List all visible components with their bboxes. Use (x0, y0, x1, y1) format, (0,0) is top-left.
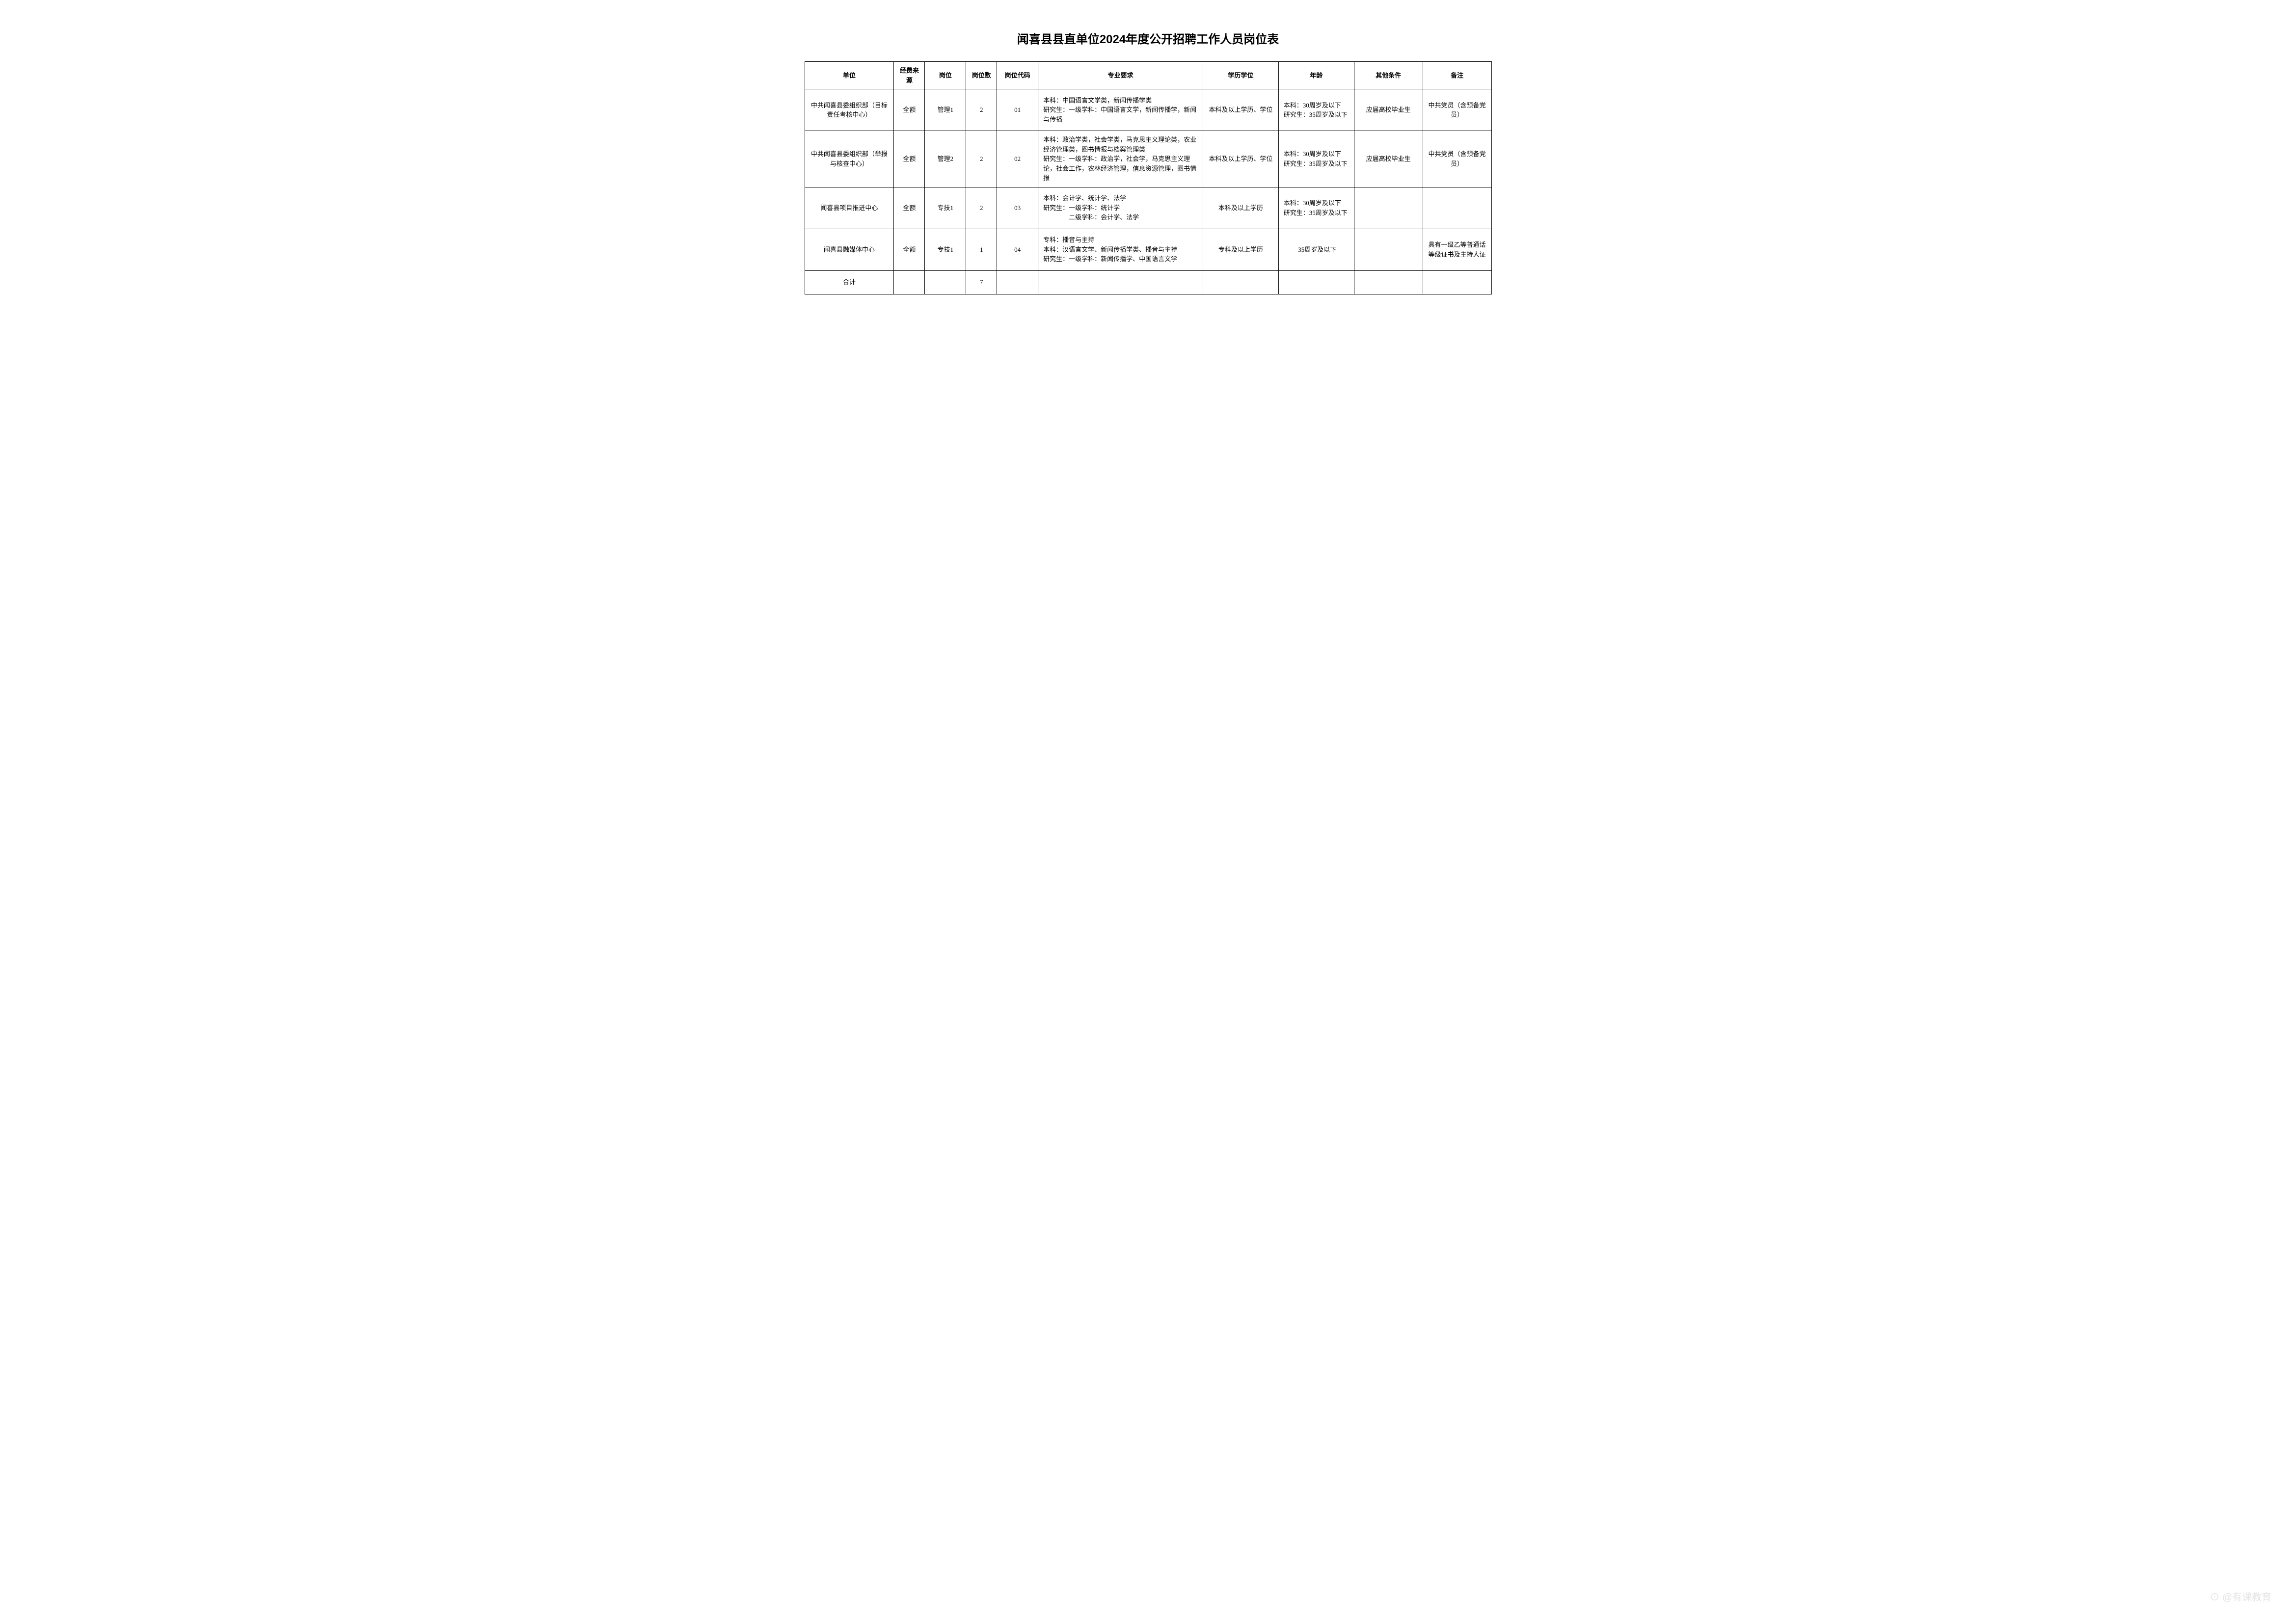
header-education: 学历学位 (1203, 62, 1278, 89)
total-cell-6 (1203, 270, 1278, 294)
cell-age: 本科：30周岁及以下 研究生：35周岁及以下 (1278, 131, 1354, 187)
cell-code: 03 (997, 187, 1038, 229)
cell-count: 2 (966, 131, 997, 187)
cell-other: 应届高校毕业生 (1354, 131, 1423, 187)
cell-position: 专技1 (925, 187, 966, 229)
header-count: 岗位数 (966, 62, 997, 89)
cell-funding: 全额 (894, 229, 925, 270)
header-notes: 备注 (1423, 62, 1491, 89)
total-cell-2 (925, 270, 966, 294)
cell-notes: 具有一级乙等普通话等级证书及主持人证 (1423, 229, 1491, 270)
header-unit: 单位 (805, 62, 894, 89)
cell-code: 01 (997, 89, 1038, 131)
total-cell-9 (1423, 270, 1491, 294)
cell-education: 本科及以上学历、学位 (1203, 89, 1278, 131)
cell-unit: 中共闻喜县委组织部（目标责任考核中心） (805, 89, 894, 131)
cell-funding: 全额 (894, 89, 925, 131)
recruitment-table: 单位 经费来源 岗位 岗位数 岗位代码 专业要求 学历学位 年龄 其他条件 备注… (805, 61, 1492, 294)
cell-unit: 闻喜县融媒体中心 (805, 229, 894, 270)
header-position: 岗位 (925, 62, 966, 89)
cell-notes: 中共党员（含预备党员） (1423, 131, 1491, 187)
cell-age: 本科：30周岁及以下 研究生：35周岁及以下 (1278, 187, 1354, 229)
watermark: ⊙ @有课教育 (2210, 1589, 2271, 1603)
total-cell-8 (1354, 270, 1423, 294)
cell-age: 35周岁及以下 (1278, 229, 1354, 270)
total-cell-3: 7 (966, 270, 997, 294)
cell-education: 专科及以上学历 (1203, 229, 1278, 270)
cell-code: 04 (997, 229, 1038, 270)
cell-funding: 全额 (894, 131, 925, 187)
page-title: 闻喜县县直单位2024年度公开招聘工作人员岗位表 (805, 29, 1492, 47)
table-row: 中共闻喜县委组织部（举报与核查中心）全额管理2202本科：政治学类，社会学类，马… (805, 131, 1491, 187)
table-row: 中共闻喜县委组织部（目标责任考核中心）全额管理1201本科：中国语言文学类，新闻… (805, 89, 1491, 131)
table-row: 闻喜县项目推进中心全额专技1203本科：会计学、统计学、法学 研究生：一级学科：… (805, 187, 1491, 229)
cell-major: 本科：政治学类，社会学类，马克思主义理论类，农业经济管理类，图书情报与档案管理类… (1038, 131, 1203, 187)
cell-education: 本科及以上学历 (1203, 187, 1278, 229)
cell-unit: 中共闻喜县委组织部（举报与核查中心） (805, 131, 894, 187)
cell-position: 管理2 (925, 131, 966, 187)
cell-funding: 全额 (894, 187, 925, 229)
cell-notes: 中共党员（含预备党员） (1423, 89, 1491, 131)
header-age: 年龄 (1278, 62, 1354, 89)
cell-age: 本科：30周岁及以下 研究生：35周岁及以下 (1278, 89, 1354, 131)
cell-major: 本科：会计学、统计学、法学 研究生：一级学科：统计学 二级学科：会计学、法学 (1038, 187, 1203, 229)
cell-major: 专科：播音与主持 本科：汉语言文学、新闻传播学类、播音与主持 研究生：一级学科：… (1038, 229, 1203, 270)
total-cell-0: 合计 (805, 270, 894, 294)
cell-major: 本科：中国语言文学类，新闻传播学类 研究生：一级学科：中国语言文学，新闻传播学，… (1038, 89, 1203, 131)
total-cell-4 (997, 270, 1038, 294)
cell-other: 应届高校毕业生 (1354, 89, 1423, 131)
cell-position: 专技1 (925, 229, 966, 270)
total-cell-7 (1278, 270, 1354, 294)
cell-count: 2 (966, 187, 997, 229)
cell-other (1354, 187, 1423, 229)
cell-count: 1 (966, 229, 997, 270)
cell-code: 02 (997, 131, 1038, 187)
cell-notes (1423, 187, 1491, 229)
header-funding: 经费来源 (894, 62, 925, 89)
total-cell-5 (1038, 270, 1203, 294)
cell-position: 管理1 (925, 89, 966, 131)
table-header-row: 单位 经费来源 岗位 岗位数 岗位代码 专业要求 学历学位 年龄 其他条件 备注 (805, 62, 1491, 89)
cell-other (1354, 229, 1423, 270)
cell-education: 本科及以上学历、学位 (1203, 131, 1278, 187)
table-total-row: 合计 7 (805, 270, 1491, 294)
total-cell-1 (894, 270, 925, 294)
table-row: 闻喜县融媒体中心全额专技1104专科：播音与主持 本科：汉语言文学、新闻传播学类… (805, 229, 1491, 270)
header-other: 其他条件 (1354, 62, 1423, 89)
header-major: 专业要求 (1038, 62, 1203, 89)
cell-count: 2 (966, 89, 997, 131)
header-code: 岗位代码 (997, 62, 1038, 89)
cell-unit: 闻喜县项目推进中心 (805, 187, 894, 229)
page-container: 闻喜县县直单位2024年度公开招聘工作人员岗位表 单位 经费来源 岗位 岗位数 … (805, 29, 1492, 294)
